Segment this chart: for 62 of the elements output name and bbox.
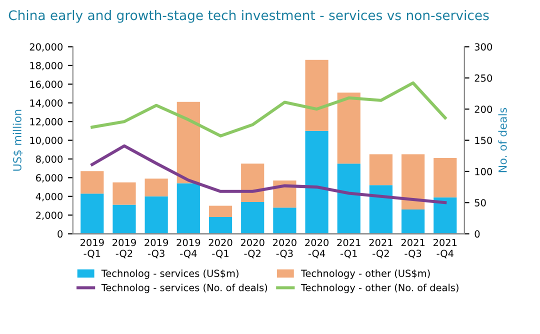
bar bbox=[369, 185, 393, 234]
x-tick-label: 2021 -Q2 bbox=[369, 238, 392, 258]
bar bbox=[337, 92, 360, 164]
y-tick-label: 18,000 bbox=[30, 62, 63, 70]
bar bbox=[434, 158, 457, 198]
bar bbox=[241, 202, 264, 234]
x-tick-label: 2021 -Q4 bbox=[433, 238, 457, 258]
bar bbox=[176, 183, 200, 234]
bar bbox=[176, 102, 200, 184]
y2-tick-label: 200 bbox=[474, 106, 492, 113]
bar bbox=[208, 206, 232, 217]
y2-tick-label: 0 bbox=[474, 230, 480, 238]
x-tick-label: 2021 -Q1 bbox=[337, 238, 360, 258]
x-tick-label: 2020 -Q1 bbox=[208, 238, 232, 258]
bar bbox=[305, 60, 328, 131]
bar bbox=[402, 209, 425, 234]
x-tick-label: 2019 -Q3 bbox=[144, 238, 168, 258]
y2-tick-label: 250 bbox=[474, 74, 492, 82]
y-tick-label: 6,000 bbox=[36, 174, 63, 183]
bar bbox=[144, 196, 168, 234]
y2-tick-label: 50 bbox=[474, 199, 486, 206]
y-tick-label: 10,000 bbox=[30, 136, 63, 146]
bar bbox=[80, 171, 104, 194]
bar bbox=[112, 204, 136, 234]
bar bbox=[144, 178, 168, 196]
line-series bbox=[90, 144, 447, 204]
x-tick-label: 2020 -Q4 bbox=[305, 238, 329, 258]
bar bbox=[434, 197, 457, 234]
bar bbox=[80, 194, 104, 234]
y2-axis-title: No. of deals bbox=[498, 108, 507, 172]
y2-tick-label: 150 bbox=[475, 136, 492, 144]
y-tick-label: 16,000 bbox=[30, 80, 63, 89]
y-tick-label: 20,000 bbox=[30, 43, 63, 52]
x-tick-label: 2019 -Q4 bbox=[176, 238, 200, 258]
legend-label: Technology - other (No. of deals) bbox=[300, 284, 458, 294]
y-tick-label: 4,000 bbox=[36, 192, 63, 202]
bar bbox=[273, 208, 296, 234]
bar bbox=[337, 164, 360, 234]
y-tick-label: 2,000 bbox=[36, 212, 63, 220]
legend-label: Technology - other (US$m) bbox=[300, 269, 430, 279]
y-tick-label: 12,000 bbox=[30, 118, 63, 126]
bar bbox=[305, 130, 328, 234]
x-tick-label: 2021 -Q3 bbox=[401, 238, 425, 258]
x-tick-label: 2019 -Q2 bbox=[112, 238, 136, 258]
y-tick-label: 14,000 bbox=[30, 99, 63, 108]
chart-title: China early and growth-stage tech investment - services vs non-services bbox=[8, 10, 489, 23]
y-axis-title: US$ million bbox=[12, 110, 23, 171]
y-tick-label: 8,000 bbox=[36, 155, 63, 164]
line-series bbox=[90, 81, 447, 138]
bar bbox=[241, 164, 264, 202]
y2-tick-label: 100 bbox=[475, 168, 492, 176]
bar bbox=[369, 154, 393, 186]
x-tick-label: 2020 -Q3 bbox=[273, 238, 296, 258]
y2-tick-label: 300 bbox=[474, 43, 492, 51]
legend-label: Technolog - services (No. of deals) bbox=[101, 284, 268, 294]
x-tick-label: 2019 -Q1 bbox=[80, 238, 104, 258]
bar bbox=[208, 216, 232, 234]
y-tick-label: 0 bbox=[58, 230, 63, 238]
x-tick-label: 2020 -Q2 bbox=[240, 238, 264, 258]
bar bbox=[112, 182, 136, 205]
bar bbox=[402, 154, 425, 210]
legend-label: Technolog - services (US$m) bbox=[101, 269, 238, 279]
